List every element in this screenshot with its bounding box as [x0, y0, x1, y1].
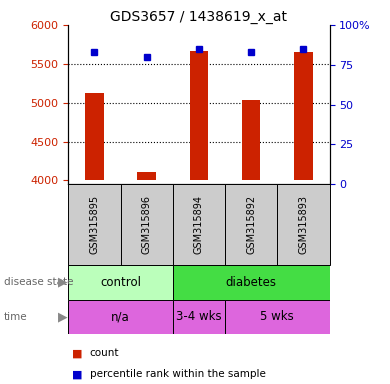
Bar — [173, 300, 225, 334]
Bar — [173, 184, 225, 265]
Text: GSM315892: GSM315892 — [246, 195, 256, 254]
Text: n/a: n/a — [111, 310, 130, 323]
Text: ■: ■ — [72, 369, 83, 379]
Bar — [138, 172, 156, 180]
Text: count: count — [90, 348, 119, 358]
Text: 5 wks: 5 wks — [261, 310, 294, 323]
Text: GSM315896: GSM315896 — [142, 195, 152, 254]
Bar — [277, 184, 330, 265]
Text: GSM315894: GSM315894 — [194, 195, 204, 254]
Text: diabetes: diabetes — [226, 276, 277, 289]
Bar — [225, 300, 330, 334]
Text: ■: ■ — [72, 348, 83, 358]
Bar — [68, 300, 173, 334]
Text: GSM315893: GSM315893 — [298, 195, 308, 254]
Text: disease state: disease state — [4, 277, 73, 287]
Bar — [242, 100, 260, 180]
Text: GSM315895: GSM315895 — [89, 195, 99, 254]
Text: 3-4 wks: 3-4 wks — [176, 310, 222, 323]
Bar — [121, 184, 173, 265]
Title: GDS3657 / 1438619_x_at: GDS3657 / 1438619_x_at — [110, 10, 287, 24]
Bar — [190, 51, 208, 180]
Bar — [294, 52, 312, 180]
Text: control: control — [100, 276, 141, 289]
Bar — [225, 184, 277, 265]
Text: ▶: ▶ — [58, 310, 67, 323]
Bar — [68, 184, 121, 265]
Text: time: time — [4, 312, 28, 322]
Text: percentile rank within the sample: percentile rank within the sample — [90, 369, 266, 379]
Text: ▶: ▶ — [58, 276, 67, 289]
Bar — [68, 265, 173, 300]
Bar — [85, 93, 103, 180]
Bar — [173, 265, 330, 300]
